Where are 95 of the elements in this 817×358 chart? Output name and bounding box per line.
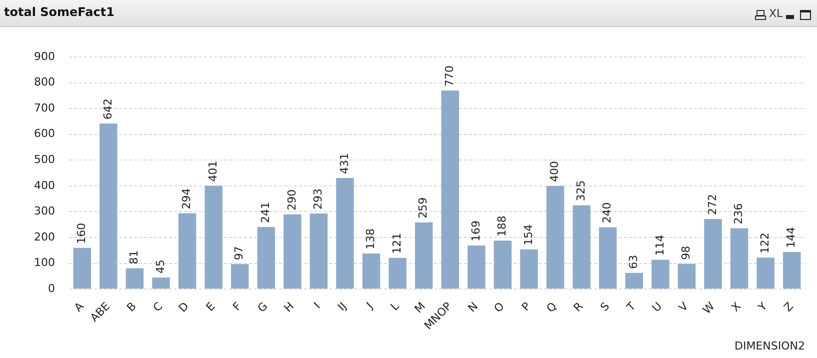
data-label: 169 <box>469 220 482 242</box>
data-label: 241 <box>259 202 272 223</box>
y-tick-label: 900 <box>34 50 55 63</box>
data-label: 770 <box>443 66 456 87</box>
x-tick-label: D <box>176 300 192 315</box>
data-label: 154 <box>522 224 535 246</box>
y-tick-label: 700 <box>34 101 55 114</box>
bar <box>782 252 801 289</box>
data-label: 144 <box>784 226 798 248</box>
data-label: 240 <box>600 202 614 224</box>
x-tick-label: S <box>598 300 612 314</box>
bar <box>730 228 748 289</box>
x-tick-label: Y <box>755 300 770 314</box>
y-tick-label: 400 <box>34 178 55 192</box>
bar <box>704 218 722 289</box>
x-tick-label: B <box>124 300 139 314</box>
data-label: 290 <box>285 189 298 210</box>
text: XL <box>769 7 783 20</box>
x-tick-label: U <box>650 300 665 315</box>
bar <box>178 213 196 289</box>
x-tick-label: M <box>412 300 428 316</box>
x-tick-label: R <box>571 300 586 314</box>
bar <box>625 272 644 289</box>
bar <box>441 90 460 289</box>
x-tick-label: V <box>676 299 692 314</box>
data-label: 160 <box>75 222 88 244</box>
data-label: 98 <box>680 246 693 260</box>
data-label: 400 <box>548 160 562 182</box>
data-label: 97 <box>232 246 246 260</box>
y-tick-label: 200 <box>34 230 55 244</box>
x-tick-label: F <box>230 300 244 314</box>
x-tick-label: Q <box>544 300 560 316</box>
bar <box>362 254 380 289</box>
bar <box>284 214 302 289</box>
x-tick-label: L <box>388 299 402 314</box>
x-tick-label: T <box>624 300 638 314</box>
x-tick-label: J <box>363 300 376 312</box>
x-axis-title: DIMENSION2 <box>734 339 805 352</box>
data-label: 325 <box>574 180 588 202</box>
y-tick-label: 300 <box>34 204 55 218</box>
data-label: 431 <box>338 152 351 174</box>
x-tick-label: H <box>282 300 297 315</box>
data-label: 272 <box>706 194 719 215</box>
y-tick-label: 500 <box>34 153 55 166</box>
data-label: 138 <box>364 228 378 250</box>
chart-title: total SomeFact1 <box>4 5 114 19</box>
y-tick-label: 100 <box>34 256 55 270</box>
data-label: 81 <box>128 250 141 264</box>
y-tick-label: 0 <box>48 282 55 295</box>
bar <box>414 222 433 289</box>
y-tick-label: 800 <box>34 76 55 89</box>
x-tick-label: W <box>700 300 718 317</box>
bar <box>126 268 144 289</box>
x-tick-label: C <box>150 300 166 314</box>
bar <box>572 205 590 289</box>
bar <box>73 248 92 289</box>
x-tick-label: E <box>204 300 218 314</box>
data-label: 114 <box>653 234 666 256</box>
bar <box>652 260 670 289</box>
bar <box>520 249 538 289</box>
bar <box>546 186 564 289</box>
bar <box>310 214 328 289</box>
bar <box>468 246 486 289</box>
data-label: 642 <box>101 98 114 120</box>
data-label: 45 <box>154 260 167 274</box>
data-label: 188 <box>496 216 509 237</box>
bar <box>100 124 118 289</box>
x-tick-label: N <box>466 300 481 315</box>
x-tick-label: O <box>492 300 508 316</box>
x-tick-label: A <box>72 299 87 314</box>
data-label: 122 <box>758 232 772 254</box>
bar <box>204 186 222 289</box>
bar <box>598 227 617 289</box>
x-tick-label: X <box>728 299 744 314</box>
data-label: 293 <box>312 188 325 210</box>
y-tick-label: 600 <box>34 127 55 140</box>
data-label: 294 <box>180 188 194 210</box>
bar <box>152 278 170 289</box>
data-label: 259 <box>416 197 430 218</box>
data-label: 63 <box>627 254 640 269</box>
bar <box>230 264 249 289</box>
data-label: 121 <box>390 232 404 254</box>
x-tick-label: G <box>255 300 270 315</box>
data-label: 401 <box>206 160 220 182</box>
bar <box>257 226 276 289</box>
data-label: 236 <box>732 203 746 224</box>
bar <box>678 264 696 289</box>
bar <box>494 240 512 289</box>
x-tick-label: P <box>519 299 534 314</box>
bar <box>756 258 774 289</box>
x-tick-label: I <box>311 300 323 312</box>
x-tick-label: IJ <box>335 300 350 314</box>
bar <box>336 178 354 289</box>
x-tick-label: Z <box>781 299 796 314</box>
bar <box>388 258 406 289</box>
